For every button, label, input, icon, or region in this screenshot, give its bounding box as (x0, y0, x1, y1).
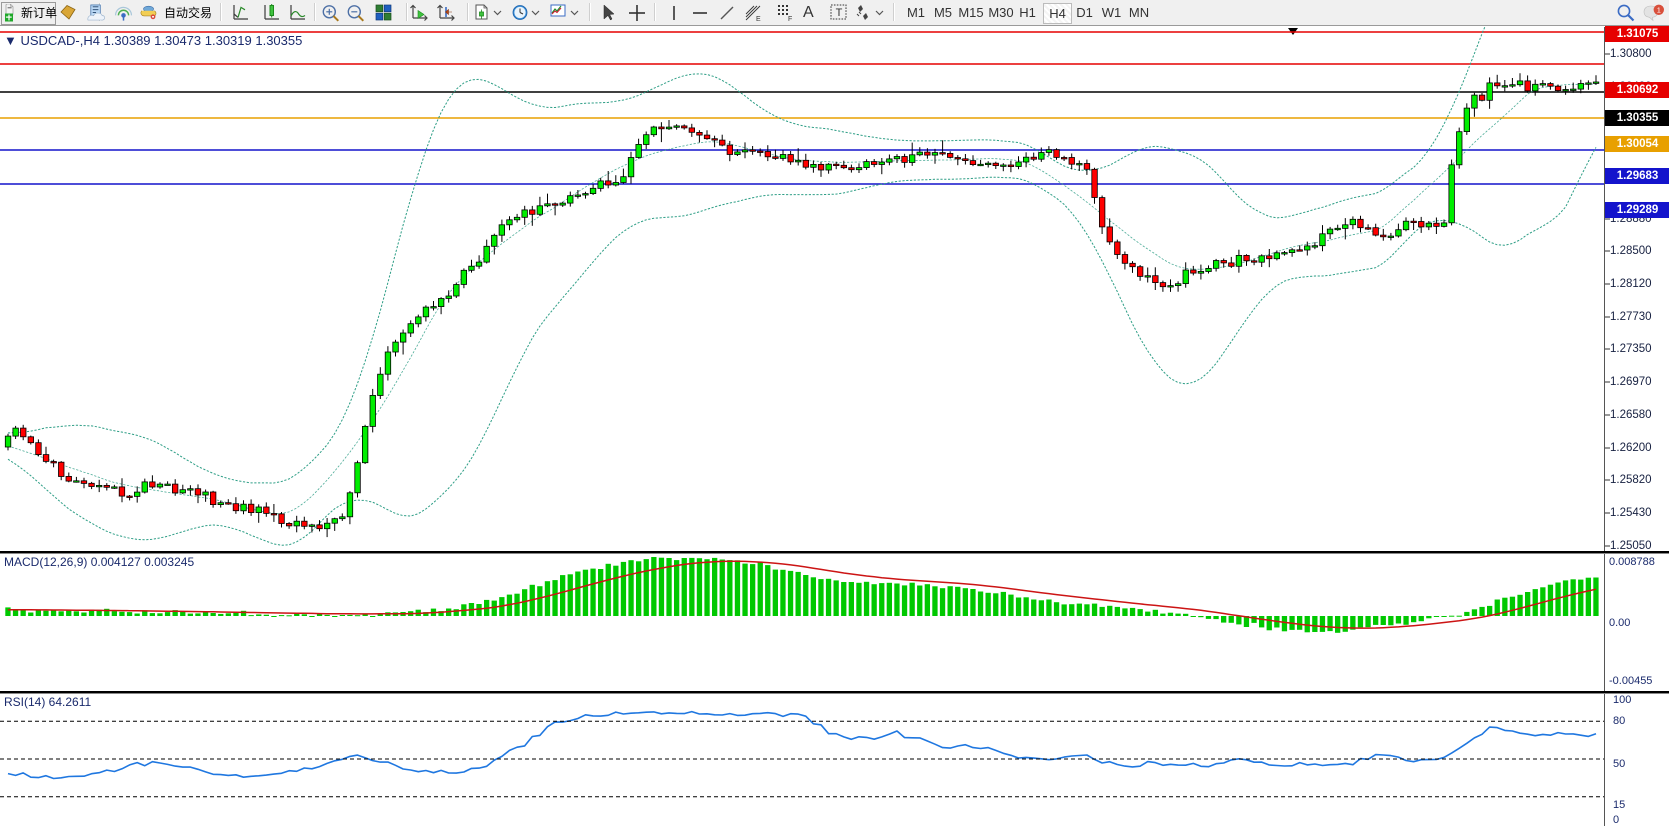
svg-text:F: F (788, 16, 792, 22)
svg-text:1: 1 (1657, 5, 1661, 14)
svg-text:T: T (836, 7, 843, 19)
svg-text:E: E (756, 16, 761, 22)
